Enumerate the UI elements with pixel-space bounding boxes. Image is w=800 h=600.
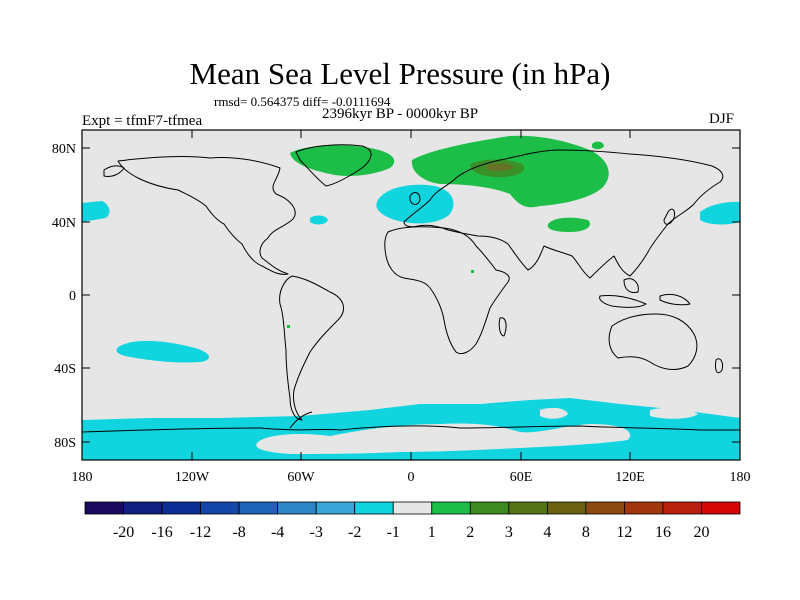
colorbar: -20 -16 -12 -8 -4 -3 -2 -1 1 2 3 4 8 12 16 20	[84, 501, 741, 541]
longitude-labels: 180 120W 60W 0 60E 120E 180	[72, 470, 751, 485]
coast-eurasia	[403, 149, 724, 279]
coast-new-guinea	[659, 293, 691, 306]
colorbar-label: 1	[428, 524, 436, 541]
lat-label-40n: 40N	[52, 216, 76, 231]
coast-new-zealand	[715, 358, 723, 374]
lon-label-180e: 180	[730, 470, 751, 485]
coast-borneo	[623, 278, 639, 293]
colorbar-box-7	[354, 501, 394, 515]
coast-british-isles	[409, 192, 421, 205]
colorbar-label: -8	[232, 524, 245, 541]
anomaly-arctic-spot	[592, 141, 604, 150]
colorbar-label: -16	[151, 524, 172, 541]
colorbar-box-16	[701, 501, 741, 515]
coast-africa	[384, 226, 510, 355]
coast-north-america	[117, 156, 296, 275]
colorbar-box-5	[277, 501, 317, 515]
colorbar-box-11	[508, 501, 548, 515]
colorbar-label: 12	[616, 524, 632, 541]
map-background	[82, 130, 740, 460]
coast-antarctic-peninsula	[289, 411, 313, 429]
lon-label-120e: 120E	[615, 470, 645, 485]
colorbar-box-4	[238, 501, 279, 515]
colorbar-box-1	[123, 501, 163, 515]
colorbar-box-3	[200, 501, 240, 515]
stats-text: rmsd= 0.564375 diff= -0.0111694	[214, 94, 391, 109]
lat-label-40s: 40S	[54, 362, 76, 377]
lat-label-80s: 80S	[54, 436, 76, 451]
colorbar-label: 2	[466, 524, 474, 541]
coast-japan	[663, 208, 675, 225]
colorbar-box-9	[431, 501, 471, 515]
coast-antarctica	[81, 425, 740, 433]
latitude-labels: 80N 40N 0 40S 80S	[52, 142, 76, 451]
anomaly-central-asia	[547, 217, 590, 232]
lon-label-180w: 180	[72, 470, 93, 485]
anomaly-west-pacific-right	[700, 201, 740, 225]
anomaly-siberia-peak	[486, 163, 514, 171]
neutral-regions	[256, 407, 698, 454]
lat-label-0: 0	[69, 289, 76, 304]
colorbar-label: -1	[387, 524, 400, 541]
colorbar-box-8	[392, 501, 433, 515]
colorbar-box-14	[624, 501, 664, 515]
coast-south-america	[279, 275, 345, 421]
colorbar-label: -20	[113, 524, 134, 541]
colorbar-box-6	[315, 501, 356, 515]
period-label: 2396kyr BP - 0000kyr BP	[322, 106, 479, 122]
colorbar-label: -4	[271, 524, 284, 541]
colorbar-box-15	[662, 501, 702, 515]
colorbar-label: 3	[505, 524, 513, 541]
neutral-antarctica	[256, 423, 631, 454]
anomaly-west-pacific-left	[82, 201, 110, 222]
coast-greenland	[295, 144, 372, 187]
neutral-ocean-patch	[650, 407, 698, 419]
colorbar-label: 20	[693, 524, 709, 541]
coastlines	[81, 144, 740, 433]
neutral-ross-ice	[540, 407, 568, 419]
colorbar-label: 4	[543, 524, 551, 541]
plot-title: Mean Sea Level Pressure (in hPa)	[189, 56, 611, 91]
coast-alaska	[103, 165, 125, 177]
lon-label-60w: 60W	[287, 470, 315, 485]
lon-label-0: 0	[408, 470, 415, 485]
coast-madagascar	[498, 317, 507, 337]
colorbar-label: 8	[582, 524, 590, 541]
colorbar-label: 16	[655, 524, 671, 541]
colorbar-box-12	[546, 501, 587, 515]
anomaly-andes-dot	[287, 325, 290, 328]
colorbar-label: -12	[190, 524, 211, 541]
anomaly-mid-atlantic	[310, 215, 328, 225]
map-ticks	[82, 130, 740, 460]
colorbar-box-2	[161, 501, 201, 515]
experiment-label: Expt = tfmF7-tfmea	[82, 113, 203, 129]
anomaly-africa-dot	[471, 270, 474, 273]
lon-label-60e: 60E	[510, 470, 533, 485]
colorbar-label: -2	[348, 524, 361, 541]
anomaly-greenland	[290, 145, 395, 176]
map-panel: 80N 40N 0 40S 80S 180 120W 60W 0 60E 120…	[52, 129, 751, 485]
anomaly-south-pacific	[116, 340, 210, 363]
colorbar-box-0	[84, 501, 124, 515]
colorbar-label: -3	[310, 524, 323, 541]
colorbar-box-13	[585, 501, 625, 515]
coast-australia	[608, 313, 698, 370]
coast-indonesia	[599, 295, 647, 308]
lon-label-120w: 120W	[175, 470, 210, 485]
season-label: DJF	[709, 111, 735, 127]
colorbar-box-10	[469, 501, 510, 515]
lat-label-80n: 80N	[52, 142, 76, 157]
